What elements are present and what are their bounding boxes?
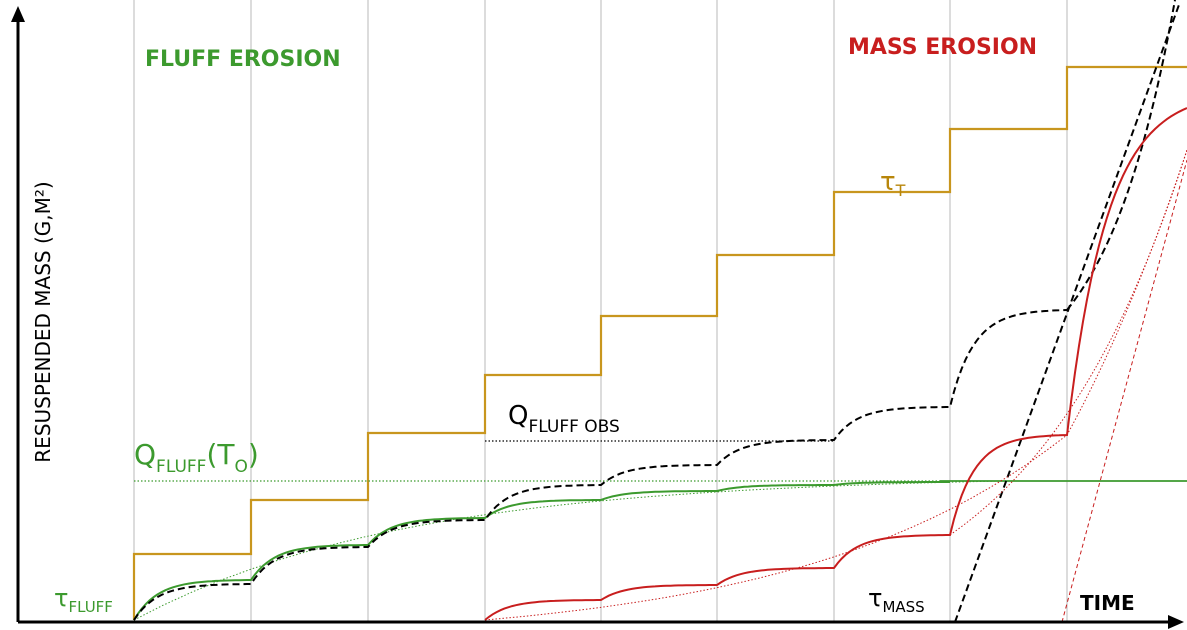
subscript: T	[895, 181, 906, 200]
subscript: FLUFF	[156, 457, 206, 477]
tau-t-label: τT	[880, 167, 906, 200]
text: (T	[206, 438, 235, 471]
fluff-curve	[133, 481, 950, 621]
fluff-erosion-label: FLUFF EROSION	[145, 47, 341, 72]
mass-model-dotted	[484, 149, 1187, 621]
q-fluff-t0-label: QFLUFF(TO)	[134, 438, 259, 477]
symbol: τ	[868, 584, 882, 612]
step-line	[132, 65, 1187, 620]
subscript: FLUFF	[68, 598, 112, 616]
symbol: τ	[54, 584, 68, 612]
subscript: MASS	[882, 598, 924, 616]
x-axis-label: TIME	[1080, 591, 1135, 615]
subscript: O	[234, 457, 247, 477]
symbol: Q	[134, 438, 156, 471]
symbol: Q	[508, 401, 528, 431]
observed-upper	[1066, 0, 1176, 311]
q-fluff-obs-label: QFLUFF OBS	[508, 401, 620, 437]
mass-linear-dashed	[1061, 159, 1187, 623]
symbol: τ	[880, 167, 896, 197]
y-arrow	[11, 6, 25, 22]
curves	[132, 0, 1187, 623]
mass-model-dotted	[949, 149, 1187, 536]
mass-curve	[484, 107, 1187, 621]
grid	[133, 0, 1068, 622]
y-axis-label: RESUSPENDED MASS (G,M²)	[31, 181, 55, 462]
mass-erosion-label: MASS EROSION	[848, 35, 1037, 60]
observed-curve	[133, 309, 1068, 621]
tau-mass-label: τMASS	[868, 584, 925, 616]
x-arrow	[1168, 615, 1184, 629]
text: )	[248, 438, 259, 471]
tau-fluff-label: τFLUFF	[54, 584, 113, 616]
subscript: FLUFF OBS	[528, 417, 619, 437]
